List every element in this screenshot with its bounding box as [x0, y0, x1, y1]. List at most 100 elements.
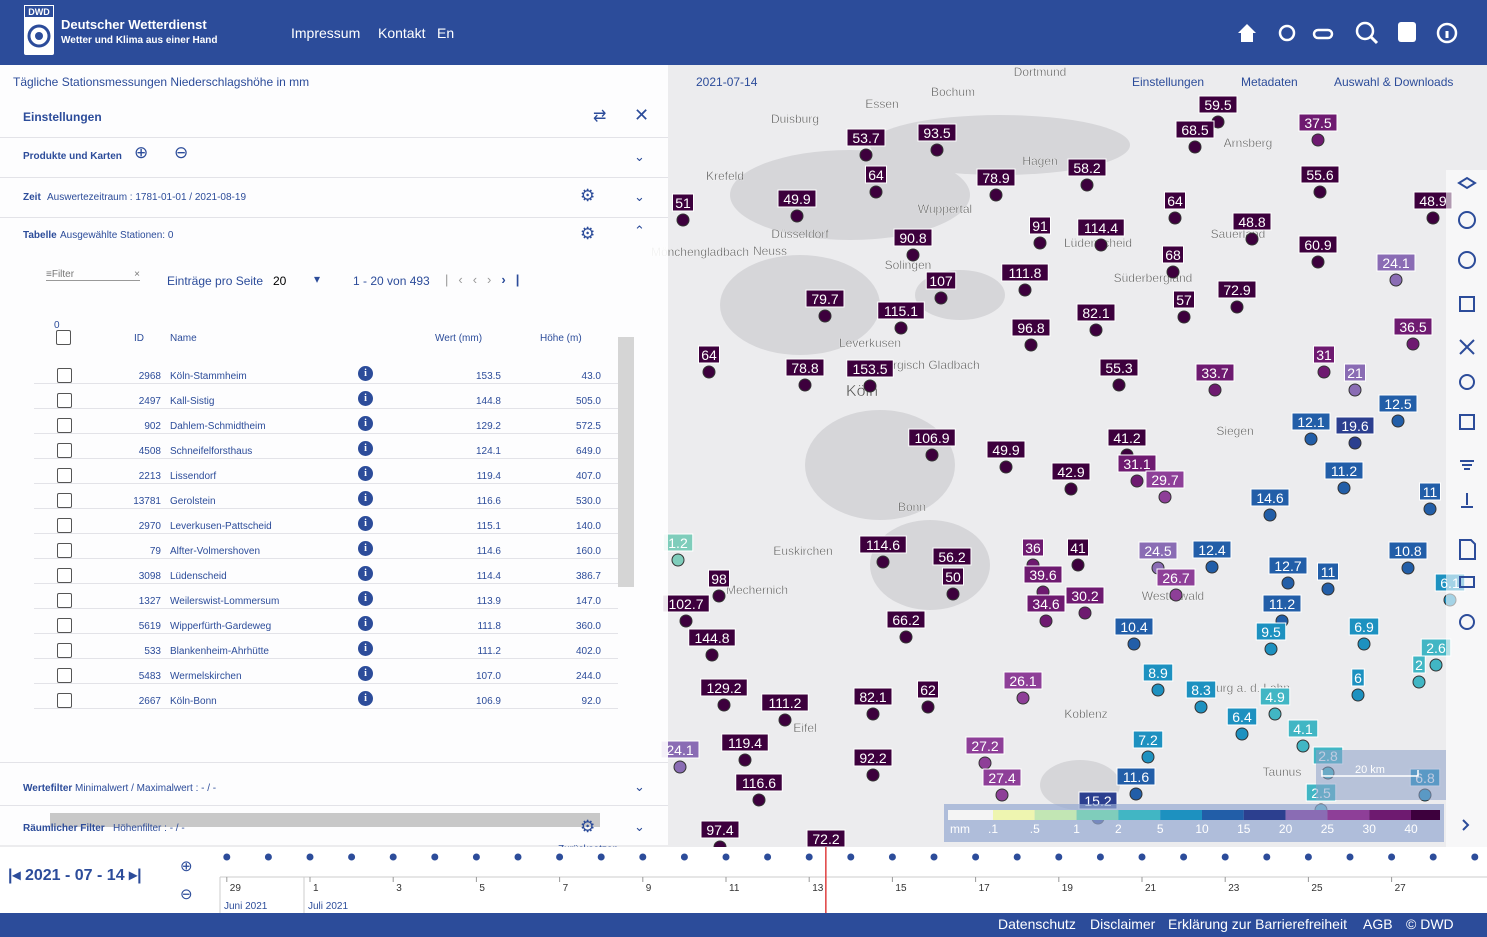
- station[interactable]: 102.7: [662, 594, 710, 628]
- station[interactable]: 55.3: [1099, 358, 1139, 392]
- station[interactable]: 4.1: [1287, 719, 1319, 753]
- station[interactable]: 37.5: [1298, 113, 1338, 147]
- header-icons[interactable]: [1230, 18, 1470, 48]
- station[interactable]: 66.2: [886, 610, 926, 644]
- station[interactable]: 111.8: [1001, 263, 1049, 297]
- row-checkbox[interactable]: [57, 393, 72, 408]
- year[interactable]: 2021: [24, 867, 61, 884]
- expand-button[interactable]: ⌄: [634, 149, 645, 164]
- station[interactable]: 82.1: [853, 687, 893, 721]
- station[interactable]: 11: [1317, 562, 1339, 596]
- entries-select[interactable]: 20: [273, 274, 287, 288]
- station[interactable]: 48.9: [1413, 191, 1453, 225]
- station[interactable]: 72.9: [1217, 280, 1257, 314]
- station[interactable]: 31: [1313, 345, 1335, 379]
- row-checkbox[interactable]: [57, 668, 72, 683]
- station[interactable]: 91: [1029, 216, 1051, 250]
- station[interactable]: 64: [1164, 191, 1186, 225]
- station[interactable]: 30.2: [1065, 586, 1105, 620]
- station[interactable]: 50: [942, 567, 964, 601]
- row-checkbox[interactable]: [57, 468, 72, 483]
- row-checkbox[interactable]: [57, 443, 72, 458]
- station[interactable]: 59.5: [1198, 95, 1238, 129]
- station[interactable]: 8.3: [1185, 680, 1217, 714]
- date-picker[interactable]: |◂ 2021 - 07 - 14 ▸|: [8, 867, 142, 884]
- next-button[interactable]: ▸|: [129, 867, 142, 884]
- station[interactable]: 111.2: [761, 693, 809, 727]
- close-button[interactable]: ✕: [634, 105, 650, 125]
- station[interactable]: 144.8: [688, 628, 736, 662]
- station[interactable]: 12.1: [1291, 412, 1331, 446]
- station[interactable]: 114.4: [1077, 218, 1125, 252]
- gear-button[interactable]: ⚙: [580, 186, 596, 205]
- station[interactable]: 19.6: [1335, 416, 1375, 450]
- station[interactable]: 6.9: [1348, 617, 1380, 651]
- station[interactable]: 31.1: [1117, 454, 1157, 488]
- station[interactable]: 116.6: [735, 773, 783, 807]
- nav-link[interactable]: En: [437, 25, 455, 41]
- row-checkbox[interactable]: [57, 418, 72, 433]
- footer-link[interactable]: © DWD: [1406, 916, 1454, 932]
- station[interactable]: 14.6: [1250, 488, 1290, 522]
- station[interactable]: 64: [865, 165, 887, 199]
- station[interactable]: 78.8: [785, 358, 825, 392]
- station[interactable]: 98: [708, 569, 730, 603]
- station[interactable]: 82.1: [1076, 303, 1116, 337]
- station[interactable]: 96.8: [1011, 318, 1051, 352]
- station[interactable]: 42.9: [1051, 462, 1091, 496]
- station[interactable]: 115.1: [877, 301, 925, 335]
- station[interactable]: 48.8: [1232, 212, 1272, 246]
- station[interactable]: 29.7: [1145, 470, 1185, 504]
- row-checkbox[interactable]: [57, 543, 72, 558]
- station[interactable]: 7.2: [1132, 730, 1164, 764]
- footer-link[interactable]: Disclaimer: [1090, 916, 1156, 932]
- station[interactable]: 49.9: [777, 189, 817, 223]
- station[interactable]: 90.8: [893, 228, 933, 262]
- station[interactable]: 129.2: [700, 678, 748, 712]
- row-checkbox[interactable]: [57, 593, 72, 608]
- station[interactable]: 24.1: [660, 740, 700, 774]
- nav-link[interactable]: Impressum: [291, 25, 361, 41]
- row-checkbox[interactable]: [57, 643, 72, 658]
- station[interactable]: 33.7: [1195, 363, 1235, 397]
- downloads-link[interactable]: Auswahl & Downloads: [1334, 75, 1454, 89]
- station[interactable]: 10.4: [1114, 617, 1154, 651]
- station[interactable]: 49.9: [986, 440, 1026, 474]
- station[interactable]: 57: [1173, 290, 1195, 324]
- station[interactable]: 24.1: [1376, 253, 1416, 287]
- footer-link[interactable]: AGB: [1363, 916, 1393, 932]
- station[interactable]: 26.1: [1003, 671, 1043, 705]
- station[interactable]: 78.9: [976, 168, 1016, 202]
- footer-link[interactable]: Erklärung zur Barrierefreiheit: [1168, 916, 1347, 932]
- footer-link[interactable]: Datenschutz: [998, 916, 1076, 932]
- station[interactable]: 60.9: [1298, 235, 1338, 269]
- station[interactable]: 153.5: [846, 359, 894, 393]
- station[interactable]: 12.7: [1268, 556, 1308, 590]
- station[interactable]: 51: [672, 193, 694, 227]
- remove-button[interactable]: ⊖: [174, 143, 189, 162]
- map-controls[interactable]: [1446, 170, 1487, 910]
- station[interactable]: 97.4: [700, 820, 740, 854]
- station[interactable]: 93.5: [917, 123, 957, 157]
- station[interactable]: 114.6: [859, 535, 907, 569]
- station[interactable]: 27.2: [965, 736, 1005, 770]
- day[interactable]: 14: [106, 867, 125, 884]
- filter-input[interactable]: ≡Filter ×: [46, 269, 140, 281]
- station[interactable]: 8.9: [1142, 663, 1174, 697]
- add-button[interactable]: ⊕: [134, 143, 149, 162]
- station[interactable]: 10.8: [1388, 541, 1428, 575]
- station[interactable]: 106.9: [908, 428, 956, 462]
- station[interactable]: 53.7: [846, 128, 886, 162]
- horizontal-scrollbar[interactable]: [50, 813, 600, 827]
- station[interactable]: 27.4: [982, 768, 1022, 802]
- row-checkbox[interactable]: [57, 518, 72, 533]
- collapse-button[interactable]: ⌃: [634, 223, 645, 238]
- month[interactable]: 07: [74, 867, 93, 884]
- station[interactable]: 107: [925, 271, 957, 305]
- row-checkbox[interactable]: [57, 368, 72, 383]
- station[interactable]: 11: [1419, 482, 1441, 516]
- station[interactable]: 92.2: [853, 748, 893, 782]
- station[interactable]: 4.9: [1259, 687, 1291, 721]
- station[interactable]: 55.6: [1300, 165, 1340, 199]
